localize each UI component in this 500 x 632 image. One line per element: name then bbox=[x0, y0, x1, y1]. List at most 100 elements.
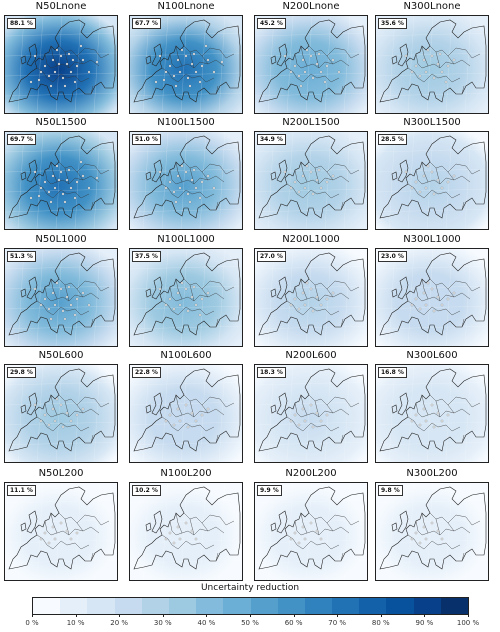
colorbar-tick bbox=[424, 614, 426, 617]
colorbar-tick bbox=[206, 614, 208, 617]
map-frame: 45.2 % bbox=[254, 15, 368, 114]
panel-title: N300L600 bbox=[406, 350, 458, 361]
uncertainty-reduction-badge: 51.0 % bbox=[132, 134, 161, 145]
colorbar-tick-label: 40 % bbox=[197, 619, 216, 627]
uncertainty-reduction-badge: 9.8 % bbox=[378, 485, 403, 496]
uncertainty-reduction-badge: 29.8 % bbox=[7, 367, 36, 378]
panel-title: N100L1500 bbox=[157, 117, 215, 128]
map-frame: 23.0 % bbox=[375, 248, 489, 347]
europe-map bbox=[130, 483, 242, 580]
panel-title: N50Lnone bbox=[35, 1, 87, 12]
colorbar-segment bbox=[332, 598, 360, 614]
europe-map bbox=[130, 249, 242, 346]
colorbar-tick bbox=[337, 614, 339, 617]
panel-title: N50L1000 bbox=[35, 234, 87, 245]
colorbar-title: Uncertainty reduction bbox=[200, 583, 300, 593]
uncertainty-reduction-badge: 9.9 % bbox=[257, 485, 282, 496]
europe-map bbox=[5, 483, 117, 580]
europe-map bbox=[130, 365, 242, 462]
colorbar-segment bbox=[359, 598, 387, 614]
uncertainty-reduction-badge: 45.2 % bbox=[257, 18, 286, 29]
panel-title: N200Lnone bbox=[282, 1, 340, 12]
map-frame: 29.8 % bbox=[4, 364, 118, 463]
map-frame: 11.1 % bbox=[4, 482, 118, 581]
colorbar-segment bbox=[223, 598, 251, 614]
europe-map bbox=[5, 16, 117, 113]
panel-title: N100L1000 bbox=[157, 234, 215, 245]
europe-map bbox=[5, 249, 117, 346]
colorbar-tick bbox=[162, 614, 164, 617]
europe-map bbox=[376, 132, 488, 229]
europe-map bbox=[255, 365, 367, 462]
colorbar-segment bbox=[386, 598, 414, 614]
colorbar-segment bbox=[141, 598, 169, 614]
europe-map bbox=[255, 16, 367, 113]
uncertainty-reduction-badge: 37.5 % bbox=[132, 251, 161, 262]
colorbar-segment bbox=[196, 598, 224, 614]
colorbar-ticks: 0 % 10 % 20 % 30 % 40 % 50 % 60 % 70 % 80 % 90 % 1… bbox=[25, 614, 479, 630]
europe-map bbox=[5, 132, 117, 229]
colorbar-tick bbox=[468, 614, 469, 617]
colorbar-segment bbox=[413, 598, 441, 614]
map-frame: 10.2 % bbox=[129, 482, 243, 581]
colorbar-segment bbox=[114, 598, 142, 614]
colorbar-segment bbox=[304, 598, 333, 614]
uncertainty-reduction-badge: 67.7 % bbox=[132, 18, 161, 29]
uncertainty-reduction-badge: 16.8 % bbox=[378, 367, 407, 378]
colorbar-tick-label: 20 % bbox=[110, 619, 129, 627]
colorbar-tick-label: 50 % bbox=[241, 619, 259, 627]
colorbar-tick bbox=[250, 614, 251, 617]
panel-title: N50L200 bbox=[38, 468, 84, 479]
panel-title: N100L200 bbox=[160, 468, 212, 479]
colorbar-tick bbox=[119, 614, 121, 617]
panel-title: N200L600 bbox=[285, 350, 337, 361]
colorbar-tick-label: 100 % bbox=[456, 619, 480, 627]
uncertainty-reduction-badge: 34.9 % bbox=[257, 134, 286, 145]
map-frame: 51.3 % bbox=[4, 248, 118, 347]
uncertainty-reduction-badge: 28.5 % bbox=[378, 134, 407, 145]
colorbar bbox=[32, 597, 469, 615]
uncertainty-reduction-badge: 88.1 % bbox=[7, 18, 36, 29]
colorbar-tick-label: 30 % bbox=[153, 619, 172, 627]
map-frame: 28.5 % bbox=[375, 131, 489, 230]
colorbar-tick bbox=[380, 614, 382, 617]
map-frame: 27.0 % bbox=[254, 248, 368, 347]
colorbar-tick-label: 80 % bbox=[371, 619, 390, 627]
colorbar-tick bbox=[75, 614, 77, 617]
colorbar-segment bbox=[168, 598, 197, 614]
europe-map bbox=[5, 365, 117, 462]
panel-title: N50L1500 bbox=[35, 117, 87, 128]
colorbar-segment bbox=[33, 598, 61, 614]
europe-map bbox=[130, 16, 242, 113]
map-frame: 9.8 % bbox=[375, 482, 489, 581]
map-frame: 9.9 % bbox=[254, 482, 368, 581]
map-frame: 51.0 % bbox=[129, 131, 243, 230]
colorbar-tick-label: 90 % bbox=[415, 619, 434, 627]
colorbar-segment bbox=[250, 598, 278, 614]
uncertainty-reduction-badge: 35.6 % bbox=[378, 18, 407, 29]
europe-map bbox=[376, 483, 488, 580]
europe-map bbox=[255, 483, 367, 580]
panel-title: N200L200 bbox=[285, 468, 337, 479]
colorbar-segment bbox=[440, 598, 468, 614]
colorbar-tick bbox=[32, 614, 33, 617]
map-frame: 22.8 % bbox=[129, 364, 243, 463]
map-frame: 69.7 % bbox=[4, 131, 118, 230]
colorbar-segment bbox=[60, 598, 88, 614]
uncertainty-reduction-badge: 11.1 % bbox=[7, 485, 36, 496]
panel-title: N200L1000 bbox=[282, 234, 340, 245]
panel-title: N300L1500 bbox=[403, 117, 461, 128]
colorbar-tick bbox=[293, 614, 295, 617]
panel-title: N100L600 bbox=[160, 350, 212, 361]
map-frame: 16.8 % bbox=[375, 364, 489, 463]
colorbar-tick-label: 70 % bbox=[328, 619, 347, 627]
colorbar-segment bbox=[87, 598, 115, 614]
uncertainty-reduction-badge: 22.8 % bbox=[132, 367, 161, 378]
europe-map bbox=[130, 132, 242, 229]
panel-title: N200L1500 bbox=[282, 117, 340, 128]
europe-map bbox=[376, 249, 488, 346]
uncertainty-reduction-badge: 27.0 % bbox=[257, 251, 286, 262]
panel-title: N50L600 bbox=[38, 350, 84, 361]
map-frame: 37.5 % bbox=[129, 248, 243, 347]
map-frame: 88.1 % bbox=[4, 15, 118, 114]
